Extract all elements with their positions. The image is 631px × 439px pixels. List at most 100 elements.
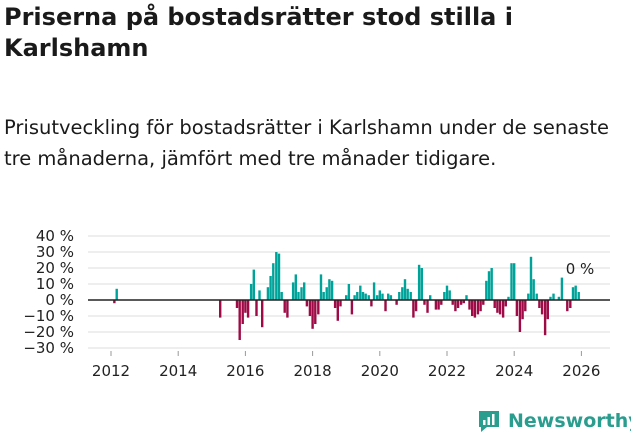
- chart-title: Priserna på bostadsrätter stod stilla i …: [4, 3, 513, 62]
- y-tick-label: 10 %: [36, 275, 74, 293]
- bar: [336, 300, 339, 321]
- bar: [456, 300, 460, 308]
- y-axis-ticks: −30 %−20 %−10 %0 %10 %20 %30 %40 %: [23, 227, 74, 357]
- bar: [311, 300, 314, 329]
- bar: [356, 292, 359, 300]
- bar: [266, 287, 270, 300]
- bar: [521, 300, 524, 320]
- bar: [277, 253, 281, 300]
- newsworthy-logo-text: Newsworthy: [508, 410, 631, 432]
- bar: [280, 292, 283, 300]
- bar: [350, 300, 354, 315]
- bar: [375, 295, 379, 300]
- bar: [529, 256, 533, 300]
- bar: [381, 293, 384, 300]
- bar: [325, 287, 328, 300]
- bar: [434, 300, 438, 310]
- bar: [429, 295, 432, 300]
- bar: [440, 300, 443, 305]
- bar-chart: −30 %−20 %−10 %0 %10 %20 %30 %40 % 2012 2…: [23, 227, 610, 380]
- bar: [389, 295, 393, 300]
- bar: [518, 300, 522, 332]
- bar: [378, 290, 381, 300]
- bar: [303, 282, 306, 300]
- bar: [543, 300, 547, 336]
- bar: [412, 300, 415, 318]
- bar: [252, 269, 255, 300]
- bar: [546, 300, 549, 320]
- bar: [569, 300, 572, 308]
- bar: [471, 300, 474, 316]
- bar: [384, 300, 387, 312]
- bar: [261, 300, 264, 328]
- bar: [115, 288, 118, 300]
- bar: [345, 295, 348, 300]
- bar: [406, 288, 409, 300]
- y-tick-label: −30 %: [23, 339, 74, 357]
- bar: [246, 300, 250, 318]
- bar: [322, 292, 325, 300]
- bar: [479, 300, 482, 312]
- latest-value-annotation: 0 %: [566, 260, 595, 278]
- bar: [557, 296, 561, 300]
- x-axis-ticks: 2012 2014 2016 2018 2020 2022 2024 2026: [92, 351, 600, 380]
- chart-subtitle: Prisutveckling för bostadsrätter i Karls…: [4, 116, 610, 170]
- bar: [387, 293, 390, 300]
- x-tick-label: 2012: [92, 362, 130, 380]
- bar: [524, 300, 527, 312]
- bar: [403, 279, 407, 300]
- bar: [462, 300, 465, 304]
- x-tick-label: 2020: [361, 362, 399, 380]
- bar: [275, 252, 278, 300]
- bar: [297, 292, 300, 300]
- bar: [454, 300, 457, 312]
- bar: [417, 264, 421, 300]
- bar: [409, 292, 412, 300]
- bar: [552, 293, 555, 300]
- bar: [319, 274, 323, 300]
- x-tick-label: 2024: [495, 362, 533, 380]
- bar: [507, 296, 510, 300]
- bar: [241, 300, 244, 324]
- bar: [504, 300, 507, 307]
- bar: [317, 300, 320, 315]
- bar: [443, 292, 446, 300]
- bar: [330, 280, 334, 300]
- bar: [113, 300, 116, 304]
- bar: [238, 300, 241, 340]
- bar: [437, 300, 440, 310]
- bar: [367, 295, 370, 300]
- bar: [308, 300, 312, 316]
- bar: [527, 293, 530, 300]
- x-tick-label: 2022: [428, 362, 466, 380]
- bar: [445, 285, 449, 300]
- bar: [448, 290, 451, 300]
- bar: [566, 300, 569, 312]
- bar: [286, 300, 289, 318]
- bar: [473, 300, 477, 318]
- y-tick-label: −20 %: [23, 323, 74, 341]
- y-tick-label: 20 %: [36, 259, 74, 277]
- bar: [540, 300, 544, 315]
- bar: [532, 279, 535, 300]
- x-tick-label: 2014: [159, 362, 197, 380]
- bar: [577, 292, 580, 300]
- bar: [571, 287, 575, 300]
- bar: [283, 300, 286, 313]
- bar: [493, 300, 496, 308]
- y-tick-label: −10 %: [23, 307, 74, 325]
- bar: [485, 280, 488, 300]
- bar: [423, 300, 426, 305]
- x-tick-label: 2018: [294, 362, 332, 380]
- bar: [496, 300, 499, 313]
- bar: [255, 300, 258, 316]
- x-tick-label: 2016: [226, 362, 264, 380]
- bar: [347, 284, 351, 300]
- newsworthy-logo-icon: [479, 411, 499, 432]
- x-tick-label: 2026: [562, 362, 600, 380]
- bar: [465, 295, 468, 300]
- bar: [249, 284, 253, 300]
- bar: [549, 296, 552, 300]
- bars: [113, 252, 580, 340]
- bar: [370, 300, 373, 307]
